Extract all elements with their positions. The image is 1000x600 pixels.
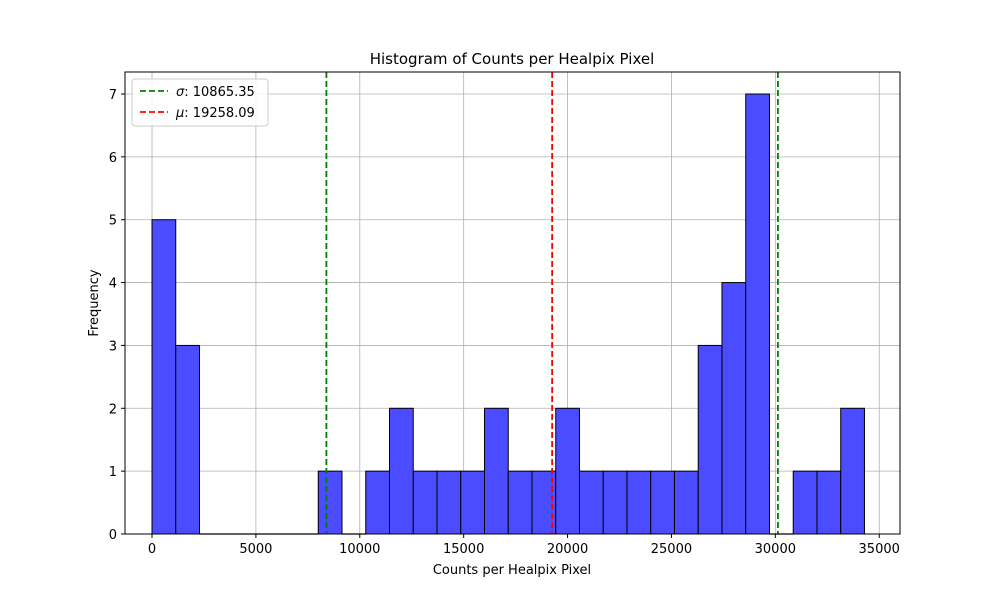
legend-sigma-text: σ: 10865.35 — [176, 85, 255, 100]
histogram-bar — [602, 470, 628, 535]
histogram-bar — [626, 470, 652, 535]
y-axis-label: Frequency — [87, 269, 102, 336]
histogram-bar — [175, 344, 201, 535]
y-tick-label: 4 — [109, 277, 117, 292]
histogram-bar — [745, 93, 770, 535]
legend-sigma-symbol: σ — [176, 85, 185, 100]
chart-title: Histogram of Counts per Healpix Pixel — [370, 50, 655, 68]
x-tick-label: 15000 — [443, 542, 484, 557]
y-tick-label: 3 — [109, 339, 117, 354]
histogram-bar — [578, 470, 604, 535]
legend-box — [131, 78, 269, 127]
y-tick-label: 0 — [109, 528, 117, 543]
histogram-bar — [317, 470, 343, 535]
x-tick-label: 35000 — [859, 542, 900, 557]
legend-mu-text: μ: 19258.09 — [175, 106, 255, 121]
y-tick-label: 6 — [109, 151, 117, 166]
histogram-bar — [151, 219, 177, 535]
bars-layer — [151, 93, 865, 535]
histogram-bar — [650, 470, 675, 535]
legend-entry-mu: μ: 19258.09 — [140, 106, 255, 121]
x-tick-label: 0 — [148, 542, 156, 557]
plot-frame — [124, 71, 901, 535]
histogram-bar — [840, 407, 865, 535]
y-tick-label: 7 — [109, 88, 117, 103]
histogram-bar — [792, 470, 818, 535]
y-axis-ticks: 0 1 2 3 4 5 6 7 — [109, 88, 125, 543]
histogram-bar — [483, 407, 509, 535]
legend-mu-label: : 19258.09 — [184, 106, 255, 121]
histogram-bar — [555, 407, 580, 535]
reference-lines-layer — [325, 72, 779, 534]
histogram-bar — [697, 344, 723, 535]
x-tick-label: 10000 — [339, 542, 380, 557]
grid-layer — [125, 72, 900, 535]
x-tick-label: 25000 — [651, 542, 692, 557]
histogram-bar — [816, 470, 842, 535]
legend-sigma-label: : 10865.35 — [184, 85, 255, 100]
x-tick-label: 30000 — [755, 542, 796, 557]
legend-entry-sigma: σ: 10865.35 — [140, 85, 255, 100]
x-axis-label: Counts per Healpix Pixel — [433, 563, 591, 578]
histogram-bar — [412, 470, 438, 535]
histogram-bar — [365, 470, 390, 535]
y-tick-label: 5 — [109, 214, 117, 229]
x-tick-label: 20000 — [547, 542, 588, 557]
histogram-bar — [721, 282, 747, 535]
y-tick-label: 2 — [109, 402, 117, 417]
histogram-bar — [460, 470, 485, 535]
y-tick-label: 1 — [109, 465, 117, 480]
histogram-bar — [507, 470, 533, 535]
legend-mu-symbol: μ — [175, 106, 184, 121]
histogram-bar — [388, 407, 414, 535]
x-tick-label: 5000 — [239, 542, 272, 557]
histogram-bar — [436, 470, 462, 535]
legend: σ: 10865.35 μ: 19258.09 — [131, 78, 269, 127]
x-axis-ticks: 0 5000 10000 15000 20000 25000 30000 35000 — [148, 534, 900, 557]
histogram-bar — [673, 470, 699, 535]
